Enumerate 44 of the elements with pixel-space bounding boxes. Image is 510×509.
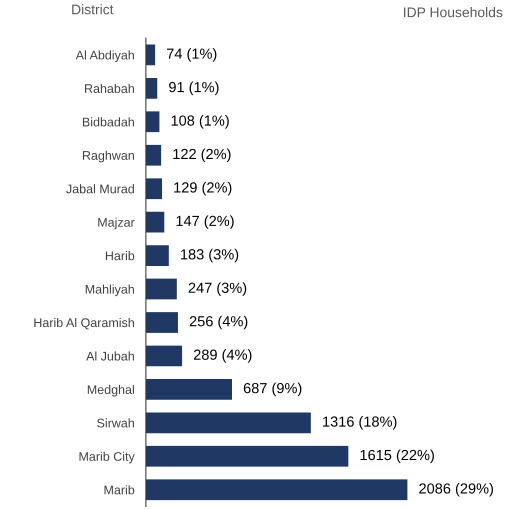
- data-label: 687 (9%): [244, 382, 302, 396]
- y-tick-label: Marib: [104, 485, 134, 494]
- y-tick-label: Raghwan: [82, 150, 134, 162]
- data-label: 183 (3%): [181, 248, 238, 262]
- data-label: 2086 (29%): [419, 482, 493, 497]
- y-tick-label: Harib Al Qaramish: [34, 318, 134, 330]
- data-label: 1615 (22%): [360, 449, 434, 464]
- y-tick-label: Rahabah: [85, 84, 134, 93]
- data-label: 247 (3%): [188, 282, 246, 296]
- data-label: 1316 (18%): [323, 416, 396, 430]
- y-tick-label: Al Abdiyah: [76, 50, 134, 62]
- data-label: 289 (4%): [194, 349, 252, 363]
- y-tick-label: Al Jubah: [86, 351, 134, 361]
- data-label: 91 (1%): [169, 82, 219, 96]
- data-label: 108 (1%): [172, 115, 229, 129]
- y-tick-label: Bidbadah: [82, 117, 134, 126]
- y-tick-label: Majzar: [98, 218, 135, 230]
- y-tick-label: Sirwah: [97, 418, 134, 428]
- data-label: 256 (4%): [190, 316, 248, 330]
- bar: [146, 379, 232, 400]
- x-axis-title: IDP Households: [404, 7, 502, 18]
- data-label: 74 (1%): [166, 48, 216, 62]
- bar: [146, 144, 162, 166]
- data-label: 122 (2%): [173, 148, 231, 162]
- bar: [146, 178, 162, 200]
- bar: [146, 278, 177, 300]
- y-tick-label: Marib City: [80, 452, 135, 464]
- y-tick-label: Medghal: [88, 384, 134, 397]
- data-label: 129 (2%): [174, 182, 232, 196]
- bar: [146, 44, 156, 66]
- y-tick-label: Jabal Murad: [66, 184, 134, 194]
- y-tick-label: Mahliyah: [86, 284, 134, 296]
- y-axis-title: District: [72, 4, 114, 14]
- y-tick-label: Harib: [106, 251, 134, 260]
- bar: [146, 111, 160, 132]
- bar: [146, 412, 311, 434]
- bar: [146, 245, 169, 266]
- bar: [146, 446, 348, 467]
- bar: [146, 312, 178, 333]
- bar: [146, 479, 408, 500]
- bar: [146, 212, 164, 233]
- bar: [146, 346, 182, 366]
- bar: [146, 78, 158, 99]
- data-label: 147 (2%): [176, 215, 234, 229]
